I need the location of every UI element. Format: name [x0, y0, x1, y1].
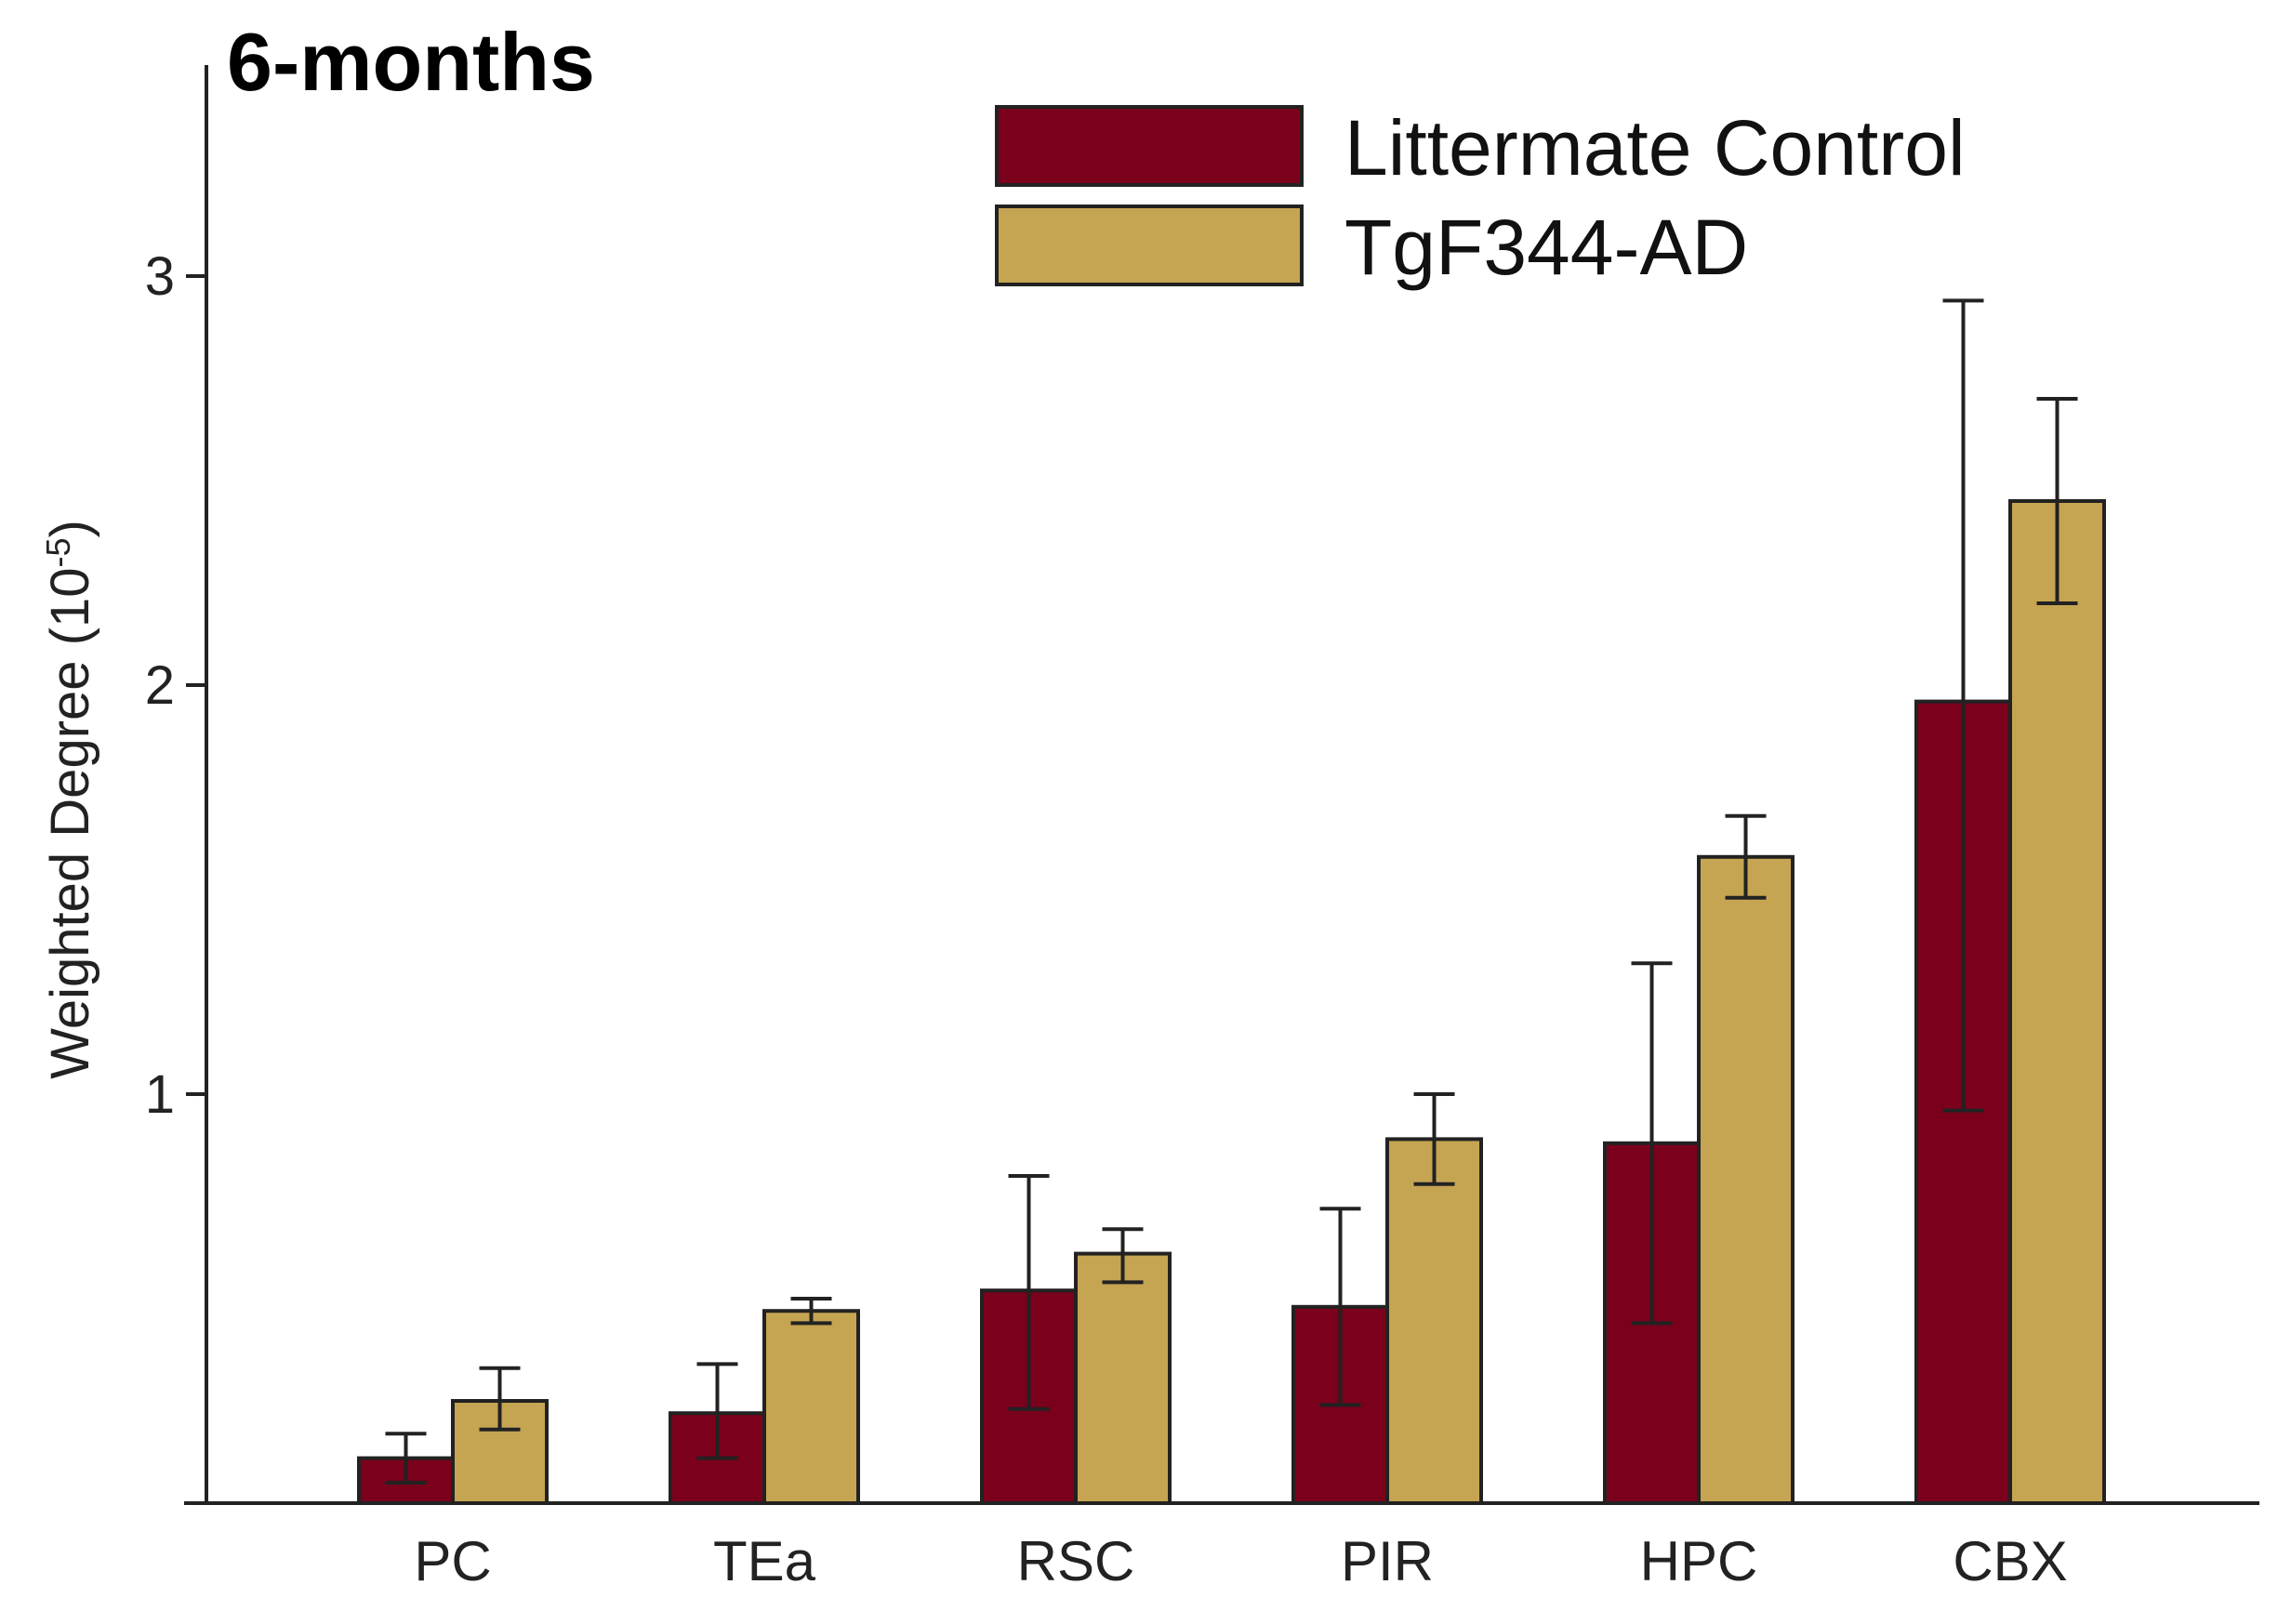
x-tick-label: CBX — [1953, 1530, 2067, 1592]
bars — [357, 499, 2106, 1506]
chart-title: 6-months — [227, 16, 595, 108]
y-tick-label: 1 — [145, 1064, 175, 1125]
legend-swatch — [995, 205, 1304, 286]
x-tick-label: PIR — [1341, 1530, 1434, 1592]
x-tick-label: PC — [414, 1530, 491, 1592]
bar-tgf344-hpc — [1697, 854, 1795, 1505]
bar-tgf344-rsc — [1074, 1251, 1172, 1505]
bar-tgf344-tea — [762, 1309, 860, 1505]
x-tick-label: HPC — [1640, 1530, 1758, 1592]
labels: 1 2 3 Weighted Degree (10-5) PC TEa RSC PIR HPC C… — [39, 246, 2068, 1592]
legend-label: TgF344-AD — [1344, 204, 1748, 291]
legend: Littermate Control TgF344-AD — [995, 104, 1966, 291]
legend-label: Littermate Control — [1344, 104, 1966, 191]
y-tick-label: 2 — [145, 655, 175, 716]
y-tick-label: 3 — [145, 246, 175, 307]
legend-swatch — [995, 105, 1304, 187]
error-bars — [385, 298, 2078, 1485]
y-axis-title: Weighted Degree (10-5) — [39, 520, 101, 1079]
bar-tgf344-cbx — [2008, 499, 2106, 1505]
x-tick-label: TEa — [713, 1530, 816, 1592]
x-tick-label: RSC — [1017, 1530, 1135, 1592]
bar-tgf344-pir — [1385, 1137, 1483, 1506]
